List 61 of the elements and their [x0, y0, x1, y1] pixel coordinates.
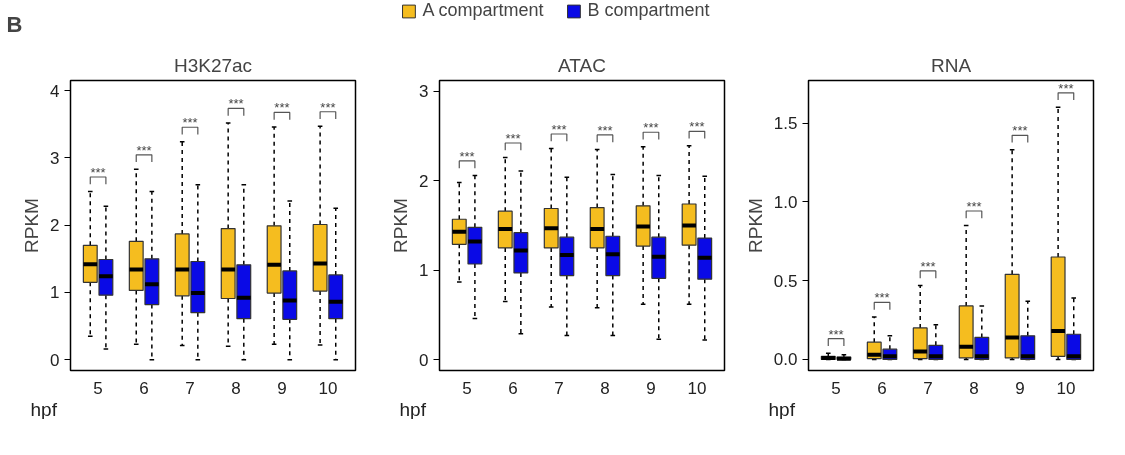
annotation: *** [90, 165, 106, 181]
y-tick-label: 0 [50, 350, 60, 370]
x-tick-label: 6 [139, 378, 149, 398]
x-tick-label: 5 [831, 378, 841, 398]
x-tick-label: 10 [1056, 378, 1076, 398]
chart-title: ATAC [558, 54, 606, 76]
y-axis-title: RPKM [744, 198, 766, 253]
x-tick-label: 6 [508, 378, 518, 398]
x-tick-label: 7 [923, 378, 933, 398]
y-axis-title: RPKM [390, 198, 412, 253]
x-tick-label: 9 [1015, 378, 1025, 398]
chart-title: H3K27ac [173, 54, 253, 76]
x-tick-label: 9 [646, 378, 656, 398]
x-tick-label: 5 [462, 378, 472, 398]
x-tick-label: 9 [277, 378, 287, 398]
y-tick-label: 4 [50, 81, 60, 101]
x-tick-label: 5 [93, 378, 103, 398]
y-tick-label: 0.5 [773, 271, 798, 291]
x-axis-title: hpf [399, 398, 427, 420]
annotation: *** [597, 122, 613, 138]
y-tick-label: 0.0 [773, 350, 798, 370]
annotation: *** [136, 142, 152, 158]
annotation: *** [643, 120, 659, 136]
x-axis-title: hpf [768, 398, 796, 420]
annotation: *** [1012, 123, 1028, 139]
x-tick-label: 7 [554, 378, 564, 398]
y-tick-label: 3 [419, 82, 429, 102]
annotation: *** [828, 326, 844, 342]
annotation: *** [1058, 80, 1074, 96]
x-tick-label: 8 [231, 378, 241, 398]
y-tick-label: 1.5 [773, 114, 798, 134]
x-tick-label: 6 [877, 378, 887, 398]
text: B [6, 11, 23, 37]
x-tick-label: 7 [185, 378, 195, 398]
legend-label: A compartment [422, 0, 544, 21]
chart-title: RNA [930, 54, 972, 76]
annotation: *** [459, 148, 475, 164]
y-tick-label: 2 [419, 171, 429, 191]
y-tick-label: 1 [419, 261, 429, 281]
y-tick-label: 2 [50, 216, 60, 236]
y-axis-title: RPKM [21, 198, 43, 253]
x-tick-label: 8 [600, 378, 610, 398]
annotation: *** [920, 258, 936, 274]
annotation: *** [228, 96, 244, 112]
annotation: *** [320, 99, 336, 115]
y-tick-label: 3 [50, 148, 60, 168]
y-tick-label: 0 [419, 350, 429, 370]
y-tick-label: 1 [50, 283, 60, 303]
annotation: *** [689, 119, 705, 135]
x-tick-label: 8 [969, 378, 979, 398]
annotation: *** [874, 290, 890, 306]
y-tick-label: 1.0 [773, 192, 798, 212]
x-axis-title: hpf [30, 398, 58, 420]
annotation: *** [182, 115, 198, 131]
x-tick-label: 10 [318, 378, 338, 398]
legend-label: B compartment [587, 0, 710, 21]
x-tick-label: 10 [687, 378, 707, 398]
annotation: *** [505, 130, 521, 146]
annotation: *** [274, 100, 290, 116]
annotation: *** [551, 122, 567, 138]
annotation: *** [966, 199, 982, 214]
